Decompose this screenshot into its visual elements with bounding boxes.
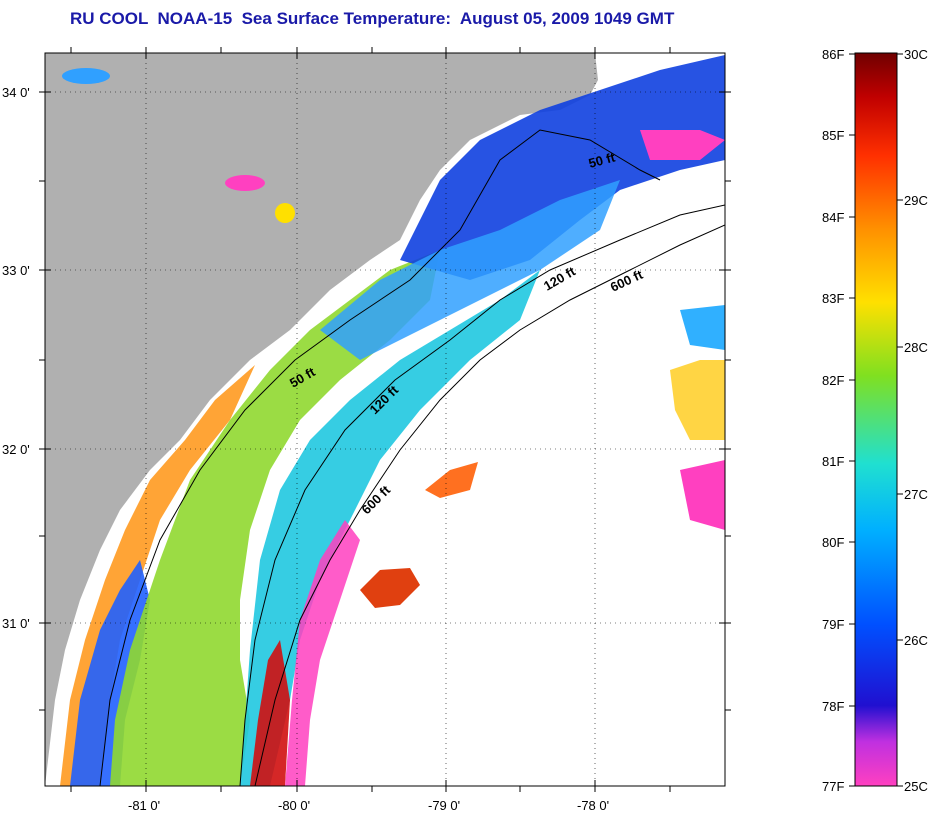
lon-label: -78 0': [577, 798, 609, 813]
sst-patch-inland-1: [62, 68, 110, 84]
sst-patch-offshore-warm-2: [425, 462, 478, 498]
lon-label: -79 0': [428, 798, 460, 813]
colorbar: [854, 52, 898, 787]
sst-band-cool-north: [400, 55, 725, 280]
graticule: [45, 53, 725, 786]
colorbar-f-label: 77F: [822, 779, 845, 794]
colorbar-f-label: 86F: [822, 47, 845, 62]
sst-band-magenta-edge: [285, 520, 360, 786]
sst-patch-inland-3: [225, 175, 265, 191]
colorbar-f-label: 84F: [822, 210, 845, 225]
colorbar-f-label: 80F: [822, 535, 845, 550]
map-frame: [44, 52, 726, 787]
sst-band-mid-shelf: [110, 250, 440, 786]
sst-patch-east-3: [680, 305, 725, 350]
colorbar-f-label: 79F: [822, 617, 845, 632]
colorbar-f-label: 85F: [822, 128, 845, 143]
colorbar-ticks: [849, 53, 903, 787]
colorbar-c-label: 30C: [904, 47, 928, 62]
colorbar-f-label: 83F: [822, 291, 845, 306]
lat-label: 31 0': [2, 616, 30, 631]
contour-label: 50 ft: [587, 149, 617, 171]
sst-patch-offshore-warm: [360, 568, 420, 608]
colorbar-f-label: 81F: [822, 454, 845, 469]
map-title: RU COOL NOAA-15 Sea Surface Temperature:…: [70, 9, 675, 28]
lon-label: -80 0': [278, 798, 310, 813]
axis-ticks: [39, 47, 731, 792]
lat-label: 34 0': [2, 85, 30, 100]
colorbar-f-label: 78F: [822, 699, 845, 714]
colorbar-c-label: 28C: [904, 340, 928, 355]
contour-50ft: [99, 129, 661, 786]
colorbar-c-label: 29C: [904, 193, 928, 208]
colorbar-c-label: 25C: [904, 779, 928, 794]
lat-label: 32 0': [2, 442, 30, 457]
lon-label: -81 0': [128, 798, 160, 813]
contour-120ft: [239, 204, 725, 786]
colorbar-f-label: 82F: [822, 373, 845, 388]
sst-patch-magenta-ne: [640, 130, 725, 160]
sst-patch-east-2: [680, 460, 725, 530]
sst-band-cool-nearshore: [70, 560, 150, 786]
colorbar-c-label: 27C: [904, 487, 928, 502]
sst-patch-east: [670, 360, 725, 440]
lat-label: 33 0': [2, 263, 30, 278]
colorbar-c-label: 26C: [904, 633, 928, 648]
land: [45, 53, 598, 786]
sst-patch-inland-2: [275, 203, 295, 223]
sst-band-warm-south: [250, 640, 290, 786]
